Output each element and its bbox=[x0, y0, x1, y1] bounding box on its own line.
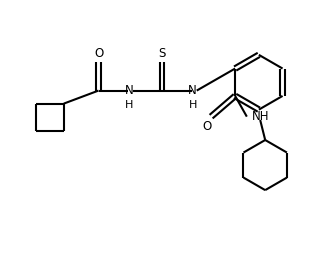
Text: S: S bbox=[158, 47, 166, 59]
Text: N: N bbox=[188, 84, 197, 97]
Text: H: H bbox=[125, 100, 134, 110]
Text: H: H bbox=[188, 100, 197, 110]
Text: N: N bbox=[125, 84, 134, 97]
Text: NH: NH bbox=[252, 110, 270, 123]
Text: O: O bbox=[94, 47, 103, 59]
Text: O: O bbox=[202, 120, 212, 133]
